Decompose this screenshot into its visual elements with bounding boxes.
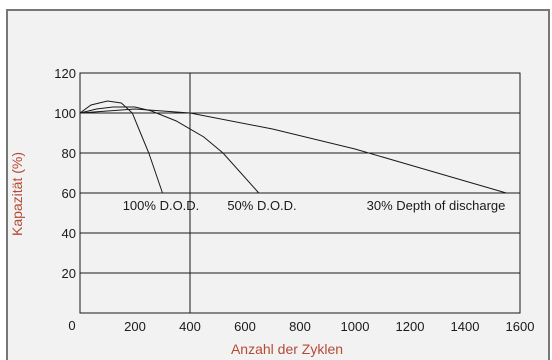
y-tick-label: 40 <box>62 226 76 241</box>
x-tick-label: 800 <box>289 319 311 334</box>
series-line-1 <box>79 100 163 194</box>
series-label-3: 30% Depth of discharge <box>367 198 506 213</box>
series-label-1: 100% D.O.D. <box>123 198 200 213</box>
x-tick-label: 1000 <box>341 319 370 334</box>
y-tick-label: 100 <box>54 106 76 121</box>
y-axis-title: Kapazität (%) <box>9 152 25 236</box>
y-tick-label: 60 <box>62 186 76 201</box>
x-tick-label: 400 <box>179 319 201 334</box>
series-line-3 <box>79 108 507 194</box>
series-label-2: 50% D.O.D. <box>227 198 296 213</box>
x-tick-label: 200 <box>124 319 146 334</box>
series-line-2 <box>79 106 260 194</box>
x-tick-label: 1400 <box>451 319 480 334</box>
plot-area-border <box>79 72 521 314</box>
chart-panel <box>6 9 550 360</box>
x-tick-label: 1600 <box>506 319 535 334</box>
y-tick-labels: 120 100 80 60 40 20 0 <box>54 66 76 333</box>
y-tick-label: 80 <box>62 146 76 161</box>
series-layer <box>79 100 507 194</box>
x-tick-label: 1200 <box>396 319 425 334</box>
series-labels: 100% D.O.D. 50% D.O.D. 30% Depth of discha… <box>123 198 506 213</box>
y-tick-label: 120 <box>54 66 76 81</box>
x-axis-title: Anzahl der Zyklen <box>231 341 343 357</box>
x-tick-label: 0 <box>68 318 75 333</box>
x-tick-labels: 200 400 600 800 1000 1200 1400 1600 <box>124 319 534 334</box>
y-tick-label: 20 <box>62 266 76 281</box>
x-tick-label: 600 <box>234 319 256 334</box>
